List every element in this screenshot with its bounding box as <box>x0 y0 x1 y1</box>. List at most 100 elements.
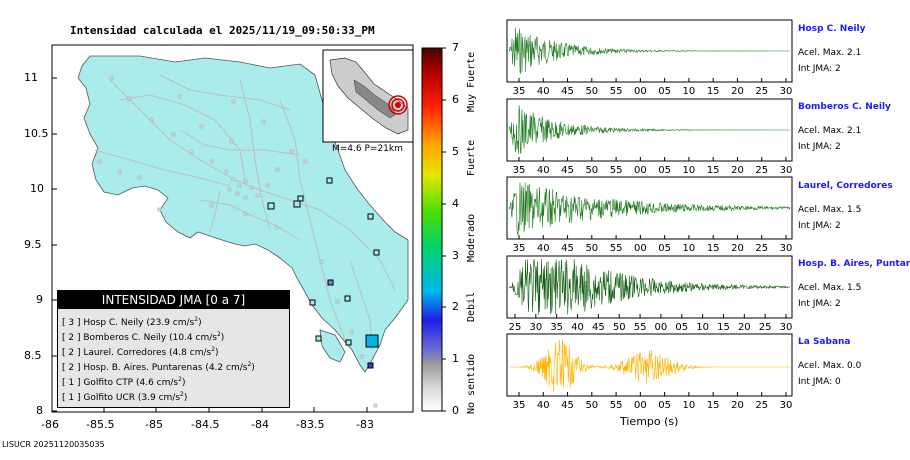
legend-exp: 2 <box>180 391 184 398</box>
time-tick: 30 <box>780 86 793 97</box>
station-marker <box>327 279 334 286</box>
legend-exp: 2 <box>194 316 199 323</box>
station-name: Bomberos C. Neily <box>798 102 891 112</box>
waveform-trace <box>508 182 791 236</box>
station-marker <box>373 249 380 256</box>
time-tick: 25 <box>755 165 768 176</box>
legend-row: [ 1 ] Golfito UCR (3.9 cm/s2) <box>62 391 187 403</box>
time-tick: 35 <box>513 165 526 176</box>
waveform-panel: 35 40 45 50 55 00 05 10 15 20 25 30 <box>506 333 793 411</box>
time-tick: 05 <box>658 165 671 176</box>
station-acc: Acel. Max. 0.0 <box>798 361 862 371</box>
station-int: Int JMA: 2 <box>798 299 841 309</box>
x-tick: -85.5 <box>86 418 115 431</box>
legend-level: [ 3 ] <box>62 318 81 328</box>
time-tick: 50 <box>613 322 626 333</box>
scale-tick: 3 <box>452 249 459 262</box>
station-marker <box>326 177 333 184</box>
station-marker <box>345 339 352 346</box>
legend-close: ) <box>215 348 219 358</box>
legend-station: Golfito UCR <box>83 393 136 403</box>
time-tick: 45 <box>561 400 574 411</box>
station-marker <box>315 335 322 342</box>
station-marker <box>344 295 351 302</box>
legend-row: [ 2 ] Laurel. Corredores (4.8 cm/s2) <box>62 346 219 358</box>
epicenter-ring-icon <box>388 95 408 115</box>
station-acc: Acel. Max. 1.5 <box>798 283 862 293</box>
time-tick: 05 <box>675 322 688 333</box>
x-tick: -85 <box>145 418 163 431</box>
time-tick: 30 <box>529 322 542 333</box>
time-tick: 10 <box>683 165 696 176</box>
time-tick: 35 <box>513 400 526 411</box>
legend-row: [ 2 ] Hosp. B. Aires. Puntarenas (4.2 cm… <box>62 361 255 373</box>
time-tick: 10 <box>683 400 696 411</box>
time-tick: 25 <box>755 400 768 411</box>
time-tick: 30 <box>780 322 793 333</box>
station-acc: Acel. Max. 2.1 <box>798 48 862 58</box>
legend-station: Laurel. Corredores <box>83 348 167 358</box>
time-tick: 50 <box>585 165 598 176</box>
time-tick: 25 <box>759 322 772 333</box>
station-acc: Acel. Max. 2.1 <box>798 126 862 136</box>
time-tick: 25 <box>509 322 522 333</box>
station-marker-max <box>365 334 379 348</box>
station-marker <box>367 213 374 220</box>
waveform-trace <box>509 339 790 393</box>
y-tick: 10 <box>30 182 44 195</box>
station-marker <box>309 299 316 306</box>
legend-close: ) <box>198 318 202 328</box>
roads <box>94 74 396 351</box>
time-tick: 15 <box>707 400 720 411</box>
epicenter-icon <box>395 102 401 108</box>
map-title: Intensidad calculada el 2025/11/19_09:50… <box>70 24 375 37</box>
time-tick: 15 <box>707 86 720 97</box>
land-osa <box>319 329 346 363</box>
legend-exp: 2 <box>211 346 216 353</box>
time-tick: 55 <box>634 322 647 333</box>
time-tick: 10 <box>683 86 696 97</box>
time-tick: 00 <box>634 400 647 411</box>
time-tick: 20 <box>731 165 744 176</box>
y-tick: 10.5 <box>24 127 49 140</box>
time-tick: 55 <box>610 165 623 176</box>
time-tick: 50 <box>585 400 598 411</box>
stations-markers <box>267 177 380 369</box>
scale-tick: 5 <box>452 145 459 158</box>
legend-title: INTENSIDAD JMA [0 a 7] <box>58 291 289 309</box>
x-tick: -83 <box>356 418 374 431</box>
station-int: Int JMA: 0 <box>798 377 841 387</box>
time-tick: 00 <box>655 322 668 333</box>
legend-close: ) <box>220 333 225 343</box>
time-tick: 15 <box>707 243 720 254</box>
inset-map <box>322 49 414 143</box>
station-name: Hosp. B. Aires, Puntare <box>798 259 910 269</box>
waveform-panel: 25 30 35 40 45 50 55 00 05 10 15 20 25 30 <box>506 255 793 333</box>
y-tick: 9.5 <box>24 238 42 251</box>
time-tick: 35 <box>513 86 526 97</box>
legend-level: [ 2 ] <box>62 333 81 343</box>
time-tick: 25 <box>755 243 768 254</box>
time-tick: 40 <box>571 322 584 333</box>
time-tick: 45 <box>561 165 574 176</box>
time-tick: 45 <box>561 243 574 254</box>
legend-row: [ 2 ] Bomberos C. Neily (10.4 cm/s2) <box>62 331 224 343</box>
intensity-legend: INTENSIDAD JMA [0 a 7] [ 3 ] Hosp C. Nei… <box>57 290 290 408</box>
station-marker <box>297 195 304 202</box>
legend-exp: 2 <box>178 376 182 383</box>
time-tick: 25 <box>755 86 768 97</box>
station-int: Int JMA: 2 <box>798 142 841 152</box>
time-tick: 35 <box>550 322 563 333</box>
y-tick: 8.5 <box>24 349 42 362</box>
legend-level: [ 1 ] <box>62 378 81 388</box>
scale-tick: 0 <box>452 404 459 417</box>
inset-label: M=4.6 P=21km <box>332 144 403 154</box>
y-tick: 11 <box>24 71 38 84</box>
legend-close: ) <box>183 393 188 403</box>
x-tick: -84.5 <box>191 418 220 431</box>
time-tick: 15 <box>707 165 720 176</box>
station-name: La Sabana <box>798 337 851 347</box>
legend-value: (4.6 cm/s <box>136 378 179 388</box>
time-tick: 20 <box>731 243 744 254</box>
legend-value: (4.8 cm/s <box>169 348 212 358</box>
